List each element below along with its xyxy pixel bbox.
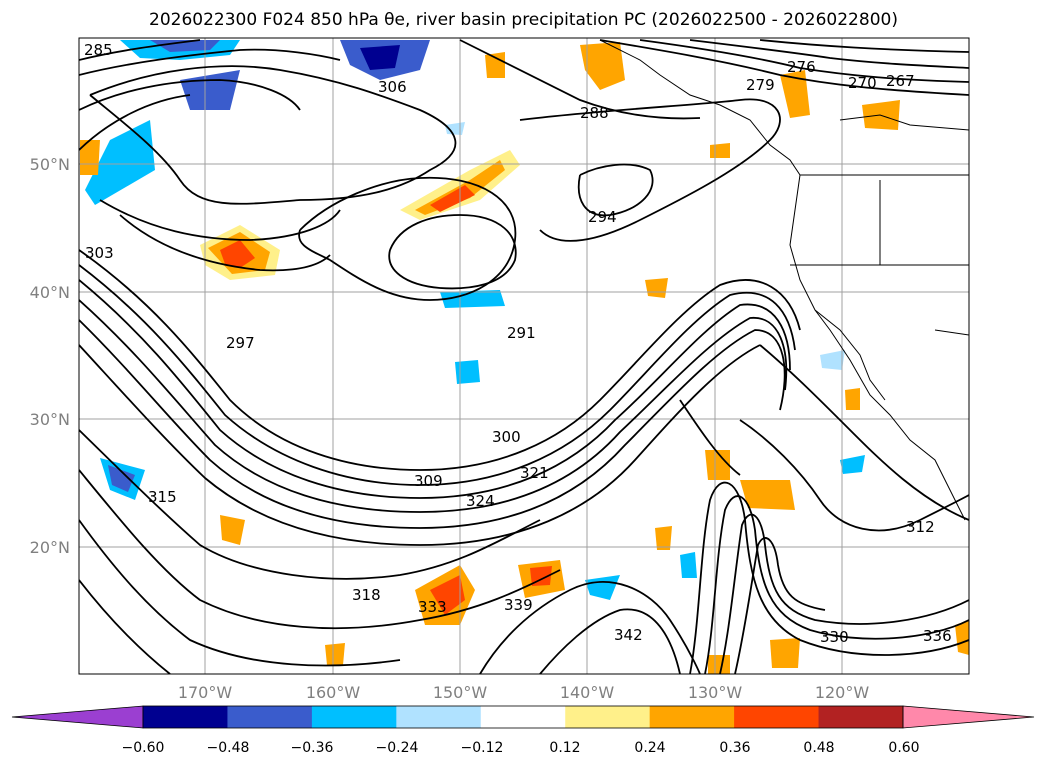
pos-patch-gulf-alaska-strong [430, 185, 475, 212]
contour-label: 306 [378, 78, 407, 96]
lat-label: 50°N [30, 155, 70, 174]
contour-label: 300 [492, 428, 521, 446]
contour-label: 339 [504, 596, 533, 614]
contour-label: 324 [466, 492, 495, 510]
colorbar-tick-label: 0.60 [888, 740, 919, 756]
contour-label: 276 [787, 58, 816, 76]
colorbar-segment [649, 706, 735, 728]
neg-patch-north-strong [150, 40, 220, 52]
colorbar-tick-label: 0.12 [549, 740, 580, 756]
colorbar-frame [142, 705, 904, 729]
neg-patch-center2 [455, 360, 480, 384]
pos-patch-nw [80, 140, 100, 175]
pos-patch-west-low-strong [220, 240, 255, 268]
lon-label: 160°W [306, 683, 361, 702]
chart-title: 2026022300 F024 850 hPa θe, river basin … [149, 10, 898, 30]
coastline [599, 39, 969, 521]
colorbar-tick-label: −0.36 [291, 740, 334, 756]
colorbar-segments [11, 705, 1035, 729]
pos-patch-east2 [705, 450, 730, 480]
colorbar-tick-label: −0.24 [376, 740, 419, 756]
pos-patch-misc3 [645, 278, 668, 298]
pos-patch-misc4 [325, 643, 345, 665]
longitude-labels: 170°W 160°W 150°W 140°W 130°W 120°W [178, 683, 870, 702]
pos-patch-sw [220, 515, 245, 545]
contour-label: 285 [84, 41, 113, 59]
lat-label: 40°N [30, 283, 70, 302]
pos-patch-south-center-strong [430, 575, 465, 615]
pos-patch-misc5 [655, 526, 672, 550]
contour-label: 336 [923, 627, 952, 645]
contour-label: 315 [148, 488, 177, 506]
colorbar-tick-label: 0.48 [803, 740, 834, 756]
pos-patch-east [740, 480, 795, 510]
neg-patch-ne [840, 455, 865, 474]
contour-label: 318 [352, 586, 381, 604]
colorbar-tick-label: 0.24 [634, 740, 665, 756]
lon-label: 140°W [560, 683, 615, 702]
colorbar-segment [143, 706, 228, 728]
lon-label: 130°W [688, 683, 743, 702]
neg-patch-ne2 [680, 552, 697, 578]
contour-label: 294 [588, 208, 617, 226]
colorbar-extension-low [11, 705, 144, 729]
colorbar-segment [396, 706, 482, 728]
contour-label: 270 [848, 74, 877, 92]
contour-label: 267 [886, 72, 915, 90]
colorbar-segment [227, 706, 313, 728]
neg-patch-aleutian-dark [360, 45, 400, 70]
pos-patch-misc2 [710, 143, 730, 158]
contour-label: 321 [520, 464, 549, 482]
contour-labels: 285 288 291 294 297 300 303 306 309 312 … [84, 41, 952, 646]
neg-patch-sw-strong [108, 465, 135, 492]
lat-label: 30°N [30, 410, 70, 429]
neg-patch-center [440, 290, 505, 308]
contour-label: 333 [418, 598, 447, 616]
pos-patch-bc2 [780, 70, 810, 118]
pos-patch-misc6 [708, 655, 730, 674]
neg-patch-small1 [820, 350, 845, 370]
contour-label: 309 [414, 472, 443, 490]
pos-patch-se2 [955, 620, 969, 655]
contour-label: 297 [226, 334, 255, 352]
colorbar-tick-label: −0.60 [122, 740, 165, 756]
colorbar-segment [480, 706, 566, 728]
plot-frame [78, 37, 970, 675]
colorbar-segment [734, 706, 820, 728]
contour-label: 312 [906, 518, 935, 536]
colorbar-segment [565, 706, 651, 728]
colorbar-segment [818, 706, 904, 728]
latitude-labels: 50°N 40°N 30°N 20°N [30, 155, 70, 557]
pos-patch-misc7 [485, 52, 505, 78]
contour-label: 330 [820, 628, 849, 646]
colorbar-extension-high [902, 705, 1035, 729]
pos-patch-bc [580, 42, 625, 90]
colorbar-segment [311, 706, 397, 728]
neg-patch-west-light [85, 120, 155, 205]
contour-label: 291 [507, 324, 536, 342]
theta-e-contours [79, 39, 969, 674]
contour-label: 342 [614, 626, 643, 644]
contour-label: 279 [746, 76, 775, 94]
lon-label: 170°W [178, 683, 233, 702]
lon-label: 150°W [433, 683, 488, 702]
colorbar-tick-label: −0.12 [461, 740, 504, 756]
neg-patch-south [585, 575, 620, 600]
colorbar-tick-label: 0.36 [719, 740, 750, 756]
colorbar: −0.60 −0.48 −0.36 −0.24 −0.12 0.12 0.24 … [11, 705, 1035, 756]
colorbar-ticks: −0.60 −0.48 −0.36 −0.24 −0.12 0.12 0.24 … [122, 740, 920, 756]
contour-label: 288 [580, 104, 609, 122]
pos-patch-se [770, 638, 800, 668]
contour-label: 303 [85, 244, 114, 262]
graticule [79, 38, 969, 674]
lat-label: 20°N [30, 538, 70, 557]
lon-label: 120°W [815, 683, 870, 702]
pos-patch-misc1 [845, 388, 860, 410]
colorbar-tick-label: −0.48 [207, 740, 250, 756]
